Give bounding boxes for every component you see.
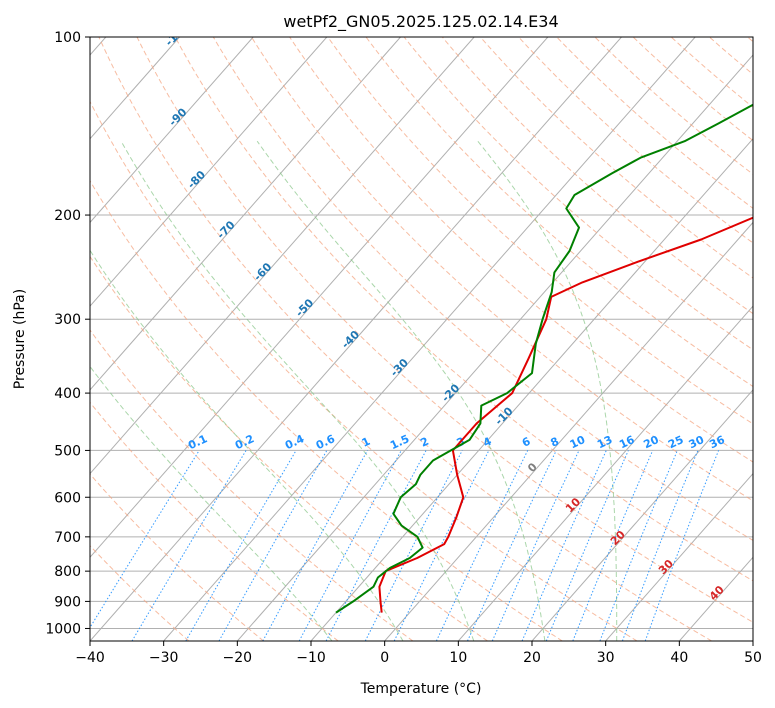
x-tick-label: −10 — [296, 650, 326, 666]
mixing-ratio-label: 30 — [687, 433, 707, 451]
y-tick-label: 900 — [54, 594, 81, 610]
x-tick-label: 30 — [597, 650, 615, 666]
y-tick-label: 100 — [54, 30, 81, 46]
moist-adiabat-line — [90, 249, 404, 641]
axis-ticks: −40 −30 −20 −10 0 10 20 30 40 50 100 200 300 400 500 60… — [45, 30, 762, 666]
y-tick-label: 300 — [54, 312, 81, 328]
dry-adiabat-line — [90, 401, 339, 641]
isotherm-line — [90, 37, 254, 224]
dry-adiabat-line — [90, 329, 414, 641]
x-tick-label: 50 — [744, 650, 762, 666]
mixing-ratio-label: 36 — [707, 433, 727, 451]
mixing-ratio-label: 20 — [641, 433, 661, 451]
temperature-line — [378, 216, 753, 613]
dry-adiabat-line — [556, 37, 753, 209]
profile-lines — [335, 103, 753, 614]
y-axis-label: Pressure (hPa) — [12, 289, 28, 389]
isotherm-line — [90, 37, 180, 140]
x-tick-label: −40 — [75, 650, 105, 666]
mixing-ratio-label: 10 — [568, 433, 588, 451]
dry-adiabat-label: -100 — [163, 20, 192, 49]
dry-adiabat-line — [136, 37, 753, 623]
dry-adiabat-line — [289, 37, 753, 463]
dry-adiabat-line — [174, 37, 753, 582]
y-tick-label: 700 — [54, 530, 81, 546]
mixing-ratio-line — [467, 450, 557, 641]
mixing-ratio-label: 13 — [595, 433, 614, 451]
moist-adiabat-line — [256, 140, 546, 641]
y-tick-label: 400 — [54, 386, 81, 402]
y-tick-label: 200 — [54, 208, 81, 224]
x-tick-label: 0 — [380, 650, 389, 666]
dry-adiabat-line — [403, 37, 753, 351]
mixing-ratio-line — [644, 450, 720, 641]
dry-adiabat-line — [90, 255, 488, 641]
background-lines — [90, 37, 753, 641]
dry-adiabat-line — [327, 37, 753, 425]
y-tick-label: 600 — [54, 490, 81, 506]
mixing-ratio-line — [90, 450, 200, 629]
chart-title: wetPf2_GN05.2025.125.02.14.E34 — [283, 12, 558, 32]
y-tick-label: 500 — [54, 443, 81, 459]
mixing-ratio-line — [262, 450, 368, 641]
x-tick-label: 20 — [523, 650, 541, 666]
isotherm-line — [90, 37, 549, 559]
mixing-ratio-line — [393, 450, 490, 641]
x-tick-label: −20 — [223, 650, 253, 666]
y-tick-label: 1000 — [45, 621, 81, 637]
isotherm-line — [531, 389, 753, 641]
isotherm-line — [605, 472, 753, 641]
mixing-ratio-line — [491, 450, 580, 641]
dry-adiabat-line — [365, 37, 753, 388]
isotherm-line — [384, 221, 753, 641]
line-labels: 0.10.20.40.611.52346810131620253036-100-… — [163, 20, 727, 603]
x-tick-label: 10 — [449, 650, 467, 666]
isotherm-line — [163, 37, 696, 641]
mixing-ratio-label: 25 — [666, 433, 685, 451]
dry-adiabat-line — [98, 37, 712, 641]
isotherm-line — [457, 305, 753, 641]
x-axis-label: Temperature (°C) — [360, 681, 482, 697]
isotherm-line — [236, 54, 753, 641]
moist-adiabat-line — [477, 140, 618, 641]
dry-adiabat-line — [251, 37, 753, 502]
mixing-ratio-line — [621, 450, 699, 641]
dry-adiabat-line — [480, 37, 753, 279]
dewpoint-line — [335, 103, 753, 614]
dry-adiabat-line — [632, 37, 753, 142]
x-tick-label: 40 — [670, 650, 688, 666]
x-tick-label: −30 — [149, 650, 179, 666]
mixing-ratio-line — [572, 450, 654, 641]
isotherm-line — [90, 37, 622, 641]
mixing-ratio-line — [545, 450, 629, 641]
dry-adiabat-line — [90, 100, 638, 641]
mixing-ratio-line — [131, 450, 247, 641]
mixing-ratio-line — [298, 450, 402, 641]
isotherm-line — [90, 37, 328, 307]
plot-frame — [89, 36, 754, 642]
y-tick-label: 800 — [54, 564, 81, 580]
isotherm-line — [90, 37, 401, 391]
mixing-ratio-label: 16 — [617, 433, 637, 451]
mixing-ratio-line — [521, 450, 607, 641]
mixing-ratio-line — [599, 450, 678, 641]
dry-adiabat-line — [441, 37, 753, 315]
mixing-ratio-line — [435, 450, 529, 641]
isotherm-line — [90, 37, 475, 475]
